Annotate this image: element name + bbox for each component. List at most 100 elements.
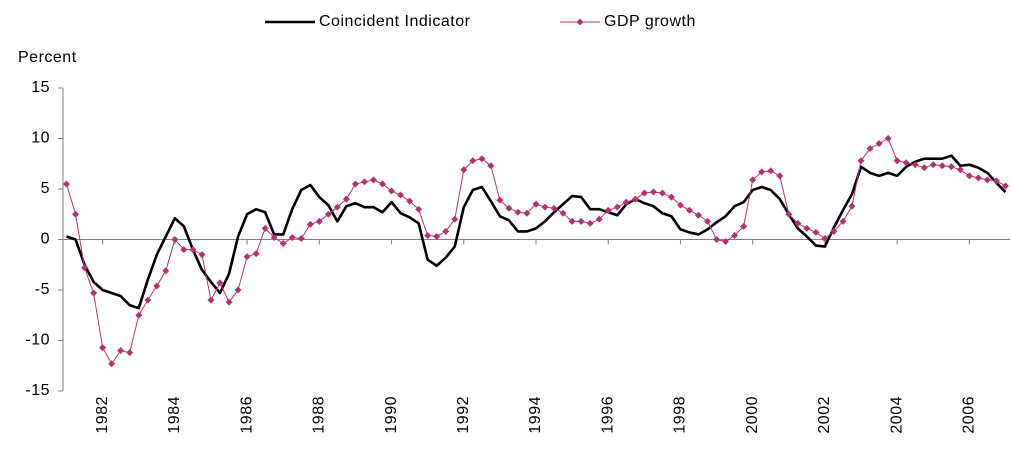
data-point bbox=[144, 296, 152, 304]
y-tick-label: 5 bbox=[41, 180, 50, 197]
x-tick-label: 1996 bbox=[599, 396, 616, 434]
data-point bbox=[695, 211, 703, 219]
data-point bbox=[604, 206, 612, 214]
data-point bbox=[99, 344, 107, 352]
x-tick-label: 1988 bbox=[311, 396, 328, 434]
data-point bbox=[722, 238, 730, 246]
data-point bbox=[487, 162, 495, 170]
data-point bbox=[568, 217, 576, 225]
data-point bbox=[72, 210, 80, 218]
data-point bbox=[496, 196, 504, 204]
data-point bbox=[595, 215, 603, 223]
data-point bbox=[342, 195, 350, 203]
data-point bbox=[758, 168, 766, 176]
data-point bbox=[306, 220, 314, 228]
y-axis-label: Percent bbox=[18, 49, 77, 66]
data-point bbox=[794, 219, 802, 227]
data-point bbox=[667, 193, 675, 201]
data-point bbox=[360, 178, 368, 186]
data-point bbox=[947, 163, 955, 171]
data-point bbox=[415, 205, 423, 213]
data-point bbox=[532, 200, 540, 208]
data-point bbox=[767, 167, 775, 175]
data-point bbox=[839, 217, 847, 225]
data-point bbox=[902, 159, 910, 167]
data-point bbox=[369, 176, 377, 184]
x-tick-label: 1998 bbox=[672, 396, 689, 434]
data-point bbox=[406, 197, 414, 205]
y-tick-label: -10 bbox=[25, 332, 50, 349]
data-point bbox=[731, 231, 739, 239]
data-point bbox=[749, 176, 757, 184]
data-point bbox=[631, 195, 639, 203]
data-point bbox=[821, 234, 829, 242]
x-tick-label: 1984 bbox=[166, 396, 183, 434]
legend-marker bbox=[576, 18, 584, 26]
data-point bbox=[505, 204, 513, 212]
data-point bbox=[478, 155, 486, 163]
data-point bbox=[469, 157, 477, 165]
data-point bbox=[388, 187, 396, 195]
data-point bbox=[279, 240, 287, 248]
data-point bbox=[81, 264, 89, 272]
data-point bbox=[324, 210, 332, 218]
y-tick-label: 15 bbox=[31, 79, 50, 96]
data-point bbox=[180, 246, 188, 254]
x-tick-label: 2002 bbox=[816, 396, 833, 434]
data-point bbox=[929, 161, 937, 169]
data-point bbox=[785, 210, 793, 218]
data-point bbox=[433, 232, 441, 240]
data-point bbox=[857, 157, 865, 165]
data-point bbox=[974, 174, 982, 182]
data-point bbox=[261, 224, 269, 232]
data-point bbox=[171, 236, 179, 243]
data-point bbox=[126, 349, 134, 357]
legend-label: GDP growth bbox=[604, 13, 696, 30]
data-point bbox=[830, 227, 838, 235]
data-point bbox=[911, 161, 919, 169]
data-point bbox=[1001, 182, 1009, 190]
data-point bbox=[713, 236, 721, 243]
data-point bbox=[351, 180, 359, 188]
data-point bbox=[649, 188, 657, 196]
data-point bbox=[108, 360, 116, 368]
data-point bbox=[613, 203, 621, 211]
data-point bbox=[776, 172, 784, 180]
data-point bbox=[189, 246, 197, 254]
data-point bbox=[379, 180, 387, 188]
data-point bbox=[397, 191, 405, 199]
data-point bbox=[153, 282, 161, 290]
data-point bbox=[90, 289, 98, 297]
data-point bbox=[920, 164, 928, 172]
data-point bbox=[162, 267, 170, 275]
data-point bbox=[803, 224, 811, 232]
data-point bbox=[956, 166, 964, 174]
y-tick-label: -15 bbox=[25, 382, 50, 399]
data-point bbox=[207, 296, 215, 304]
data-point bbox=[577, 217, 585, 225]
data-point bbox=[622, 198, 630, 206]
data-point bbox=[216, 279, 224, 287]
data-point bbox=[523, 209, 531, 217]
y-tick-label: -5 bbox=[35, 281, 50, 298]
data-point bbox=[676, 201, 684, 209]
data-point bbox=[640, 189, 648, 197]
data-point bbox=[333, 203, 341, 211]
series-line bbox=[66, 154, 1007, 310]
data-point bbox=[658, 189, 666, 197]
data-point bbox=[252, 250, 260, 258]
data-point bbox=[938, 162, 946, 170]
data-point bbox=[965, 172, 973, 180]
data-point bbox=[893, 157, 901, 165]
x-tick-label: 1982 bbox=[94, 396, 111, 434]
data-point bbox=[451, 215, 459, 223]
data-point bbox=[550, 204, 558, 212]
data-point bbox=[983, 176, 991, 184]
x-tick-label: 2006 bbox=[961, 396, 978, 434]
x-tick-label: 1986 bbox=[238, 396, 255, 434]
data-point bbox=[198, 251, 206, 259]
data-point bbox=[514, 208, 522, 216]
data-point bbox=[135, 311, 143, 319]
data-point bbox=[884, 135, 892, 142]
data-point bbox=[243, 253, 251, 261]
